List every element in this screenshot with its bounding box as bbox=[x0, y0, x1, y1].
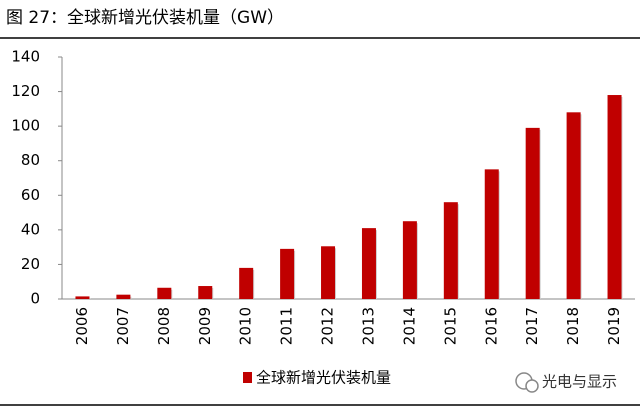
legend-label: 全球新增光伏装机量 bbox=[256, 369, 391, 387]
bar bbox=[566, 112, 581, 299]
x-tick-label: 2017 bbox=[523, 307, 541, 345]
x-tick-label: 2015 bbox=[441, 307, 459, 345]
bar bbox=[484, 169, 499, 299]
y-tick-label: 20 bbox=[21, 255, 40, 273]
legend-swatch bbox=[243, 372, 252, 383]
x-tick-label: 2007 bbox=[114, 307, 132, 345]
x-tick-label: 2006 bbox=[73, 307, 91, 345]
bar bbox=[75, 296, 90, 299]
y-tick-label: 140 bbox=[11, 48, 40, 66]
y-tick-label: 100 bbox=[11, 117, 40, 135]
x-tick-label: 2019 bbox=[605, 307, 623, 345]
x-tick-label: 2013 bbox=[359, 307, 377, 345]
x-tick-label: 2008 bbox=[155, 307, 173, 345]
bar bbox=[239, 267, 254, 299]
bar bbox=[321, 246, 336, 299]
bar bbox=[116, 294, 131, 299]
bar bbox=[525, 127, 540, 299]
bar bbox=[361, 228, 376, 299]
y-tick-label: 40 bbox=[21, 220, 40, 238]
y-tick-label: 120 bbox=[11, 82, 40, 100]
bar bbox=[402, 221, 417, 299]
x-tick-label: 2016 bbox=[482, 307, 500, 345]
x-tick-label: 2010 bbox=[237, 307, 255, 345]
x-tick-label: 2011 bbox=[278, 307, 296, 345]
y-tick-label: 60 bbox=[21, 186, 40, 204]
watermark-icon bbox=[525, 379, 539, 393]
bar bbox=[280, 248, 295, 299]
x-tick-label: 2012 bbox=[319, 307, 337, 345]
chart-title: 图 27：全球新增光伏装机量（GW） bbox=[6, 8, 284, 28]
y-tick-label: 0 bbox=[30, 290, 40, 308]
x-tick-label: 2018 bbox=[564, 307, 582, 345]
watermark: 光电与显示 bbox=[515, 372, 617, 393]
watermark-text: 光电与显示 bbox=[542, 373, 617, 391]
bar bbox=[198, 286, 213, 299]
x-tick-label: 2009 bbox=[196, 307, 214, 345]
bar bbox=[157, 287, 172, 299]
y-tick-label: 80 bbox=[21, 151, 40, 169]
x-tick-label: 2014 bbox=[400, 307, 418, 345]
bar bbox=[607, 95, 622, 300]
bar bbox=[443, 202, 458, 299]
